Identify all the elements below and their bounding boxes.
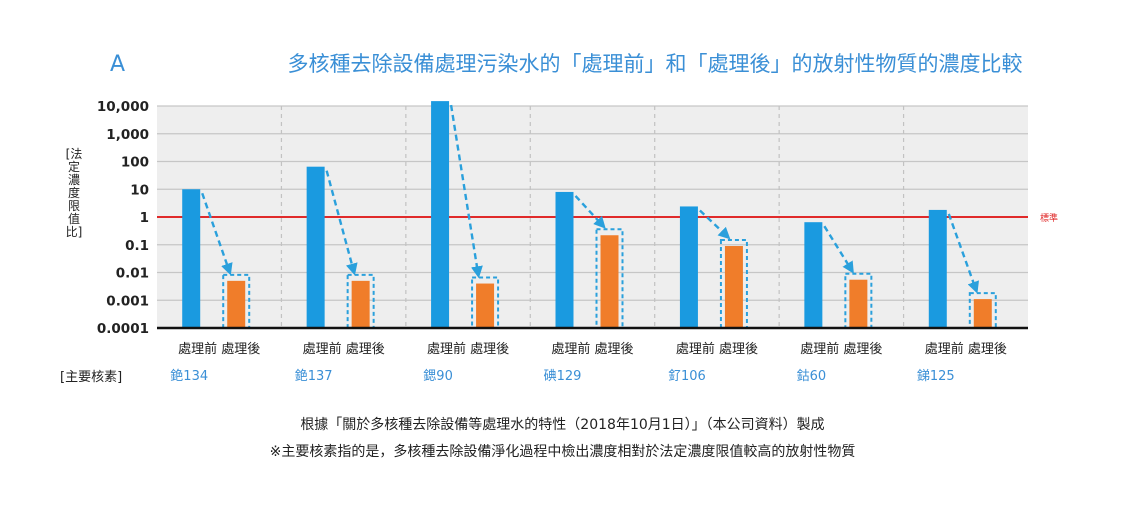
nuclide-label: 碘129 xyxy=(544,369,582,384)
after-bar-outline xyxy=(471,276,500,330)
bar-after xyxy=(600,235,619,328)
reduction-arrow xyxy=(574,195,606,229)
footnote-source: 根據「關於多核種去除設備等處理水的特性（2018年10月1日）」（本公司資料）製… xyxy=(300,417,825,433)
y-tick-label: 1,000 xyxy=(106,127,149,143)
reduction-arrow xyxy=(823,225,854,274)
bar-before xyxy=(306,166,325,328)
reduction-arrow xyxy=(699,209,731,240)
y-tick-label: 0.1 xyxy=(125,238,149,254)
reduction-arrow xyxy=(201,192,233,276)
bar-before xyxy=(431,101,450,328)
y-tick-label: 10,000 xyxy=(97,99,149,115)
bar-before xyxy=(182,189,201,328)
reduction-arrow xyxy=(947,213,979,294)
bar-after xyxy=(227,280,246,328)
y-tick-label: 0.001 xyxy=(106,293,149,309)
bar-before xyxy=(555,191,574,328)
nuclide-label: 鍶90 xyxy=(423,369,453,384)
nuclide-label: 銫137 xyxy=(295,368,333,384)
y-tick-label: 10 xyxy=(130,182,149,198)
y-tick-label: 0.0001 xyxy=(97,321,149,337)
nuclide-label: 鈷60 xyxy=(797,368,827,384)
bar-after xyxy=(973,299,992,328)
bar-after xyxy=(476,283,495,328)
panel-label: A xyxy=(110,52,126,77)
reduction-arrow xyxy=(449,104,483,279)
y-axis-label: [法定濃度限值比] xyxy=(65,147,83,239)
chart-title: 多核種去除設備處理污染水的「處理前」和「處理後」的放射性物質的濃度比較 xyxy=(287,52,1023,76)
category-label: 處理前 處理後 xyxy=(800,341,882,357)
category-label: 處理前 處理後 xyxy=(676,341,758,357)
category-label: 處理前 處理後 xyxy=(303,341,385,357)
nuclide-label: 銻125 xyxy=(917,368,955,384)
y-tick-label: 100 xyxy=(121,155,149,171)
y-tick-label: 1 xyxy=(140,210,149,226)
bar-after xyxy=(849,279,868,328)
category-label: 處理前 處理後 xyxy=(178,341,260,357)
nuclide-label: 釕106 xyxy=(668,368,706,384)
bar-after xyxy=(351,280,370,328)
bar-before xyxy=(804,222,823,328)
standard-line-label: 標準 xyxy=(1040,212,1058,224)
category-label: 處理前 處理後 xyxy=(427,341,509,357)
reduction-arrow xyxy=(325,170,358,276)
bar-before xyxy=(928,209,947,328)
category-label: 處理前 處理後 xyxy=(551,341,633,357)
bar-before xyxy=(679,206,698,328)
nuclide-label: 銫134 xyxy=(170,368,208,384)
category-label: 處理前 處理後 xyxy=(925,341,1007,357)
footnote-note: ※主要核素指的是，多核種去除設備淨化過程中檢出濃度相對於法定濃度限值較高的放射性… xyxy=(269,444,856,460)
y-tick-label: 0.01 xyxy=(116,266,149,282)
nuclide-key-label: [主要核素] xyxy=(60,370,123,385)
bar-after xyxy=(724,246,743,328)
